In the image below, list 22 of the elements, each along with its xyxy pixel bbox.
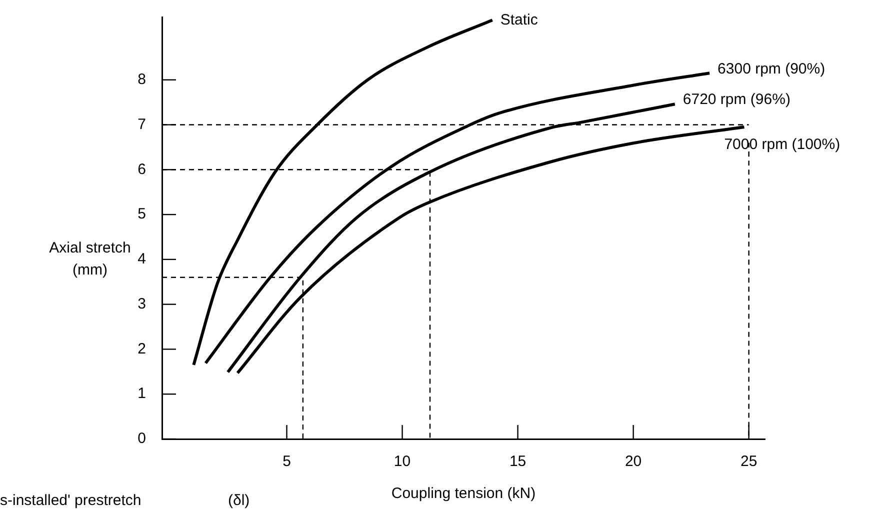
series-label: 7000 rpm (100%) — [724, 136, 840, 154]
y-tick-label: 4 — [138, 250, 146, 268]
x-axis-title: Coupling tension (kN) — [391, 485, 536, 502]
y-tick-label: 1 — [138, 385, 146, 402]
y-tick-label: 2 — [138, 340, 146, 358]
y-tick-label: 8 — [138, 70, 146, 88]
text: (δl) — [228, 492, 250, 509]
series-label: 6720 rpm (96%) — [682, 91, 790, 108]
x-tick-label: 20 — [624, 453, 642, 470]
text: s-installed' prestretch — [0, 492, 142, 509]
series-label: Static — [500, 11, 538, 28]
x-tick-label: 10 — [394, 453, 411, 470]
x-tick-label: 15 — [509, 453, 526, 470]
y-tick-label: 5 — [138, 206, 146, 223]
x-tick-label: 25 — [740, 453, 758, 470]
y-tick-label: 6 — [138, 160, 146, 178]
y-axis-title: Axial stretch (mm) — [49, 240, 131, 279]
series-label: 6300 rpm (90%) — [718, 60, 826, 78]
x-tick-label: 5 — [282, 453, 291, 470]
y-tick-label: 0 — [138, 430, 146, 448]
y-tick-label: 7 — [138, 116, 146, 133]
y-tick-label: 3 — [138, 295, 146, 312]
